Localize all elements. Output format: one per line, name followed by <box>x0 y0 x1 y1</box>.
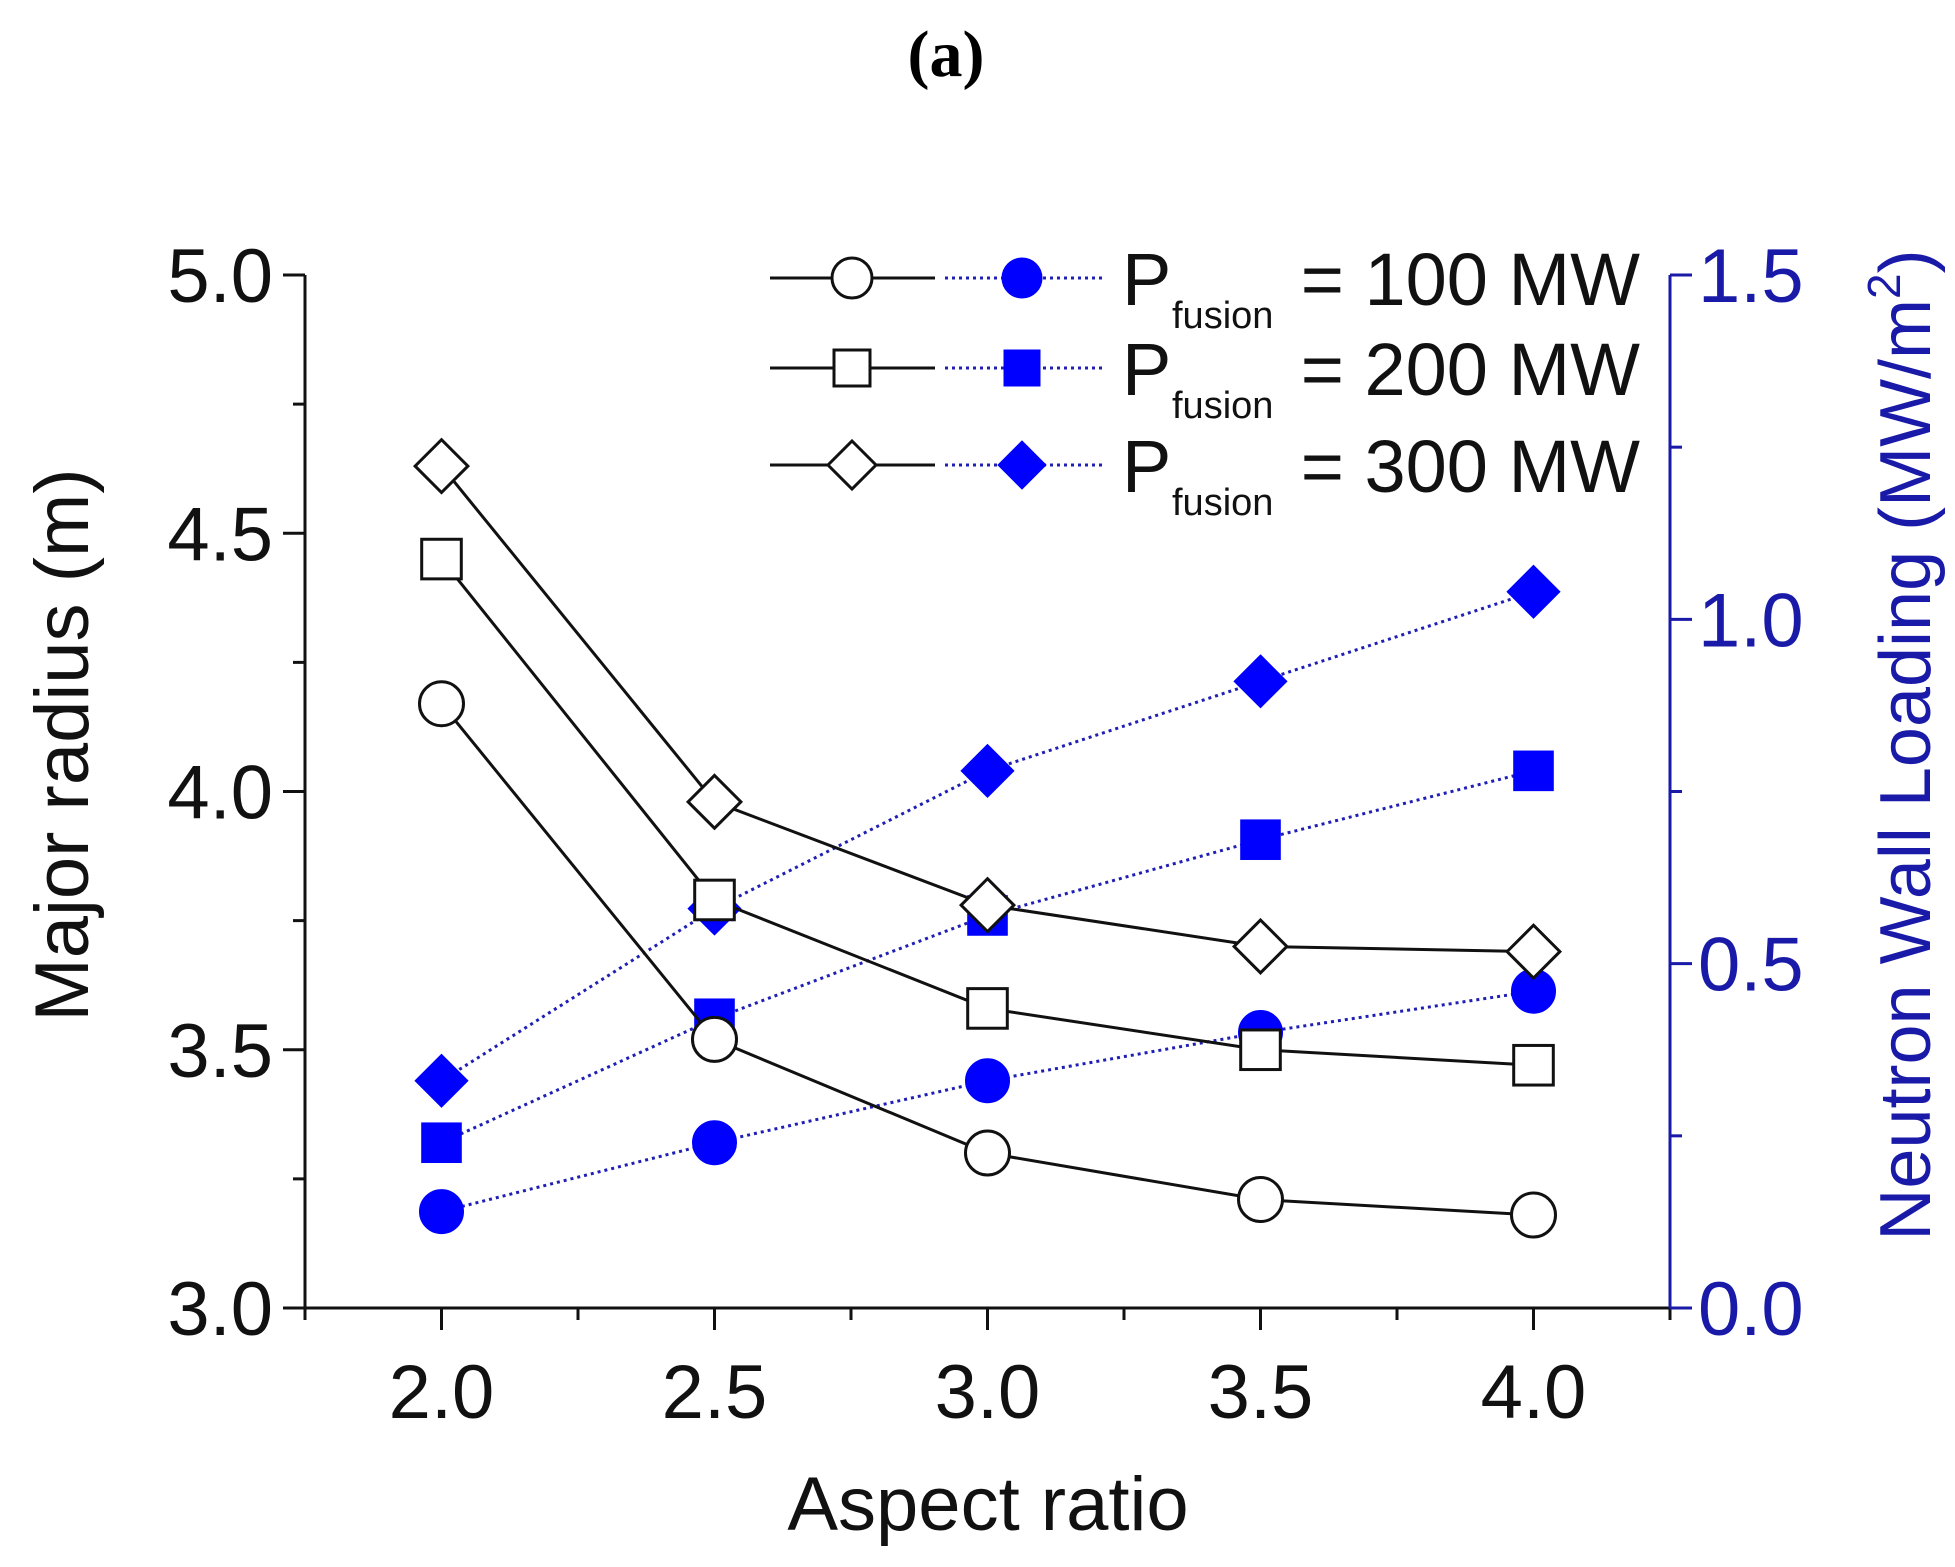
data-point <box>692 1120 737 1166</box>
x-tick-label: 4.0 <box>1481 1350 1587 1435</box>
axes: 2.0 2.5 3.0 3.5 4.0 3.0 3.5 4.0 4.5 5.0 0.0 0.5 1.0 1… <box>167 234 1803 1435</box>
y-left-tick-label: 3.0 <box>167 1267 273 1352</box>
data-point <box>414 1053 469 1108</box>
data-point <box>412 437 471 495</box>
series-group <box>412 437 1563 1239</box>
series-line <box>440 769 1534 1145</box>
legend-p: P <box>1122 238 1171 321</box>
series-left-circle <box>418 680 1557 1239</box>
legend-open-marker <box>825 438 879 492</box>
y-right-tick-label: 0.5 <box>1698 923 1804 1008</box>
data-point <box>1513 750 1554 792</box>
panel-label: (a) <box>908 18 985 91</box>
data-point <box>958 876 1017 934</box>
y-left-tick-label: 3.5 <box>167 1009 273 1094</box>
legend-p: P <box>1122 425 1171 508</box>
data-point <box>1240 819 1281 861</box>
legend-open-marker <box>832 348 872 388</box>
x-tick-label: 2.5 <box>662 1350 768 1435</box>
legend-p: P <box>1122 328 1171 411</box>
data-point <box>1512 1043 1555 1087</box>
y-right-tick-label: 1.5 <box>1698 234 1804 319</box>
y-axis-right-label-sup: 2 <box>1858 273 1910 299</box>
data-point <box>419 1189 464 1235</box>
x-tick-label: 2.0 <box>389 1350 495 1435</box>
legend-sub: fusion <box>1172 295 1273 337</box>
y-left-tick-label: 4.0 <box>167 751 273 836</box>
x-tick-label: 3.0 <box>935 1350 1041 1435</box>
legend-value: = 300 MW <box>1301 425 1640 508</box>
y-left-tick-label: 5.0 <box>167 234 273 319</box>
legend-filled-marker <box>1001 257 1043 299</box>
data-point <box>966 987 1009 1030</box>
data-point <box>693 878 736 922</box>
y-right-tick-label: 1.0 <box>1698 578 1804 663</box>
legend-filled-marker <box>1003 349 1041 387</box>
y-axis-right-label: Neutron Wall Loading (MW/m2) <box>1858 249 1946 1240</box>
data-point <box>1233 654 1288 709</box>
y-axis-right-label-main: Neutron Wall Loading (MW/m <box>1866 299 1946 1241</box>
legend-sub: fusion <box>1172 482 1273 524</box>
series-left-diamond <box>412 437 1563 981</box>
data-point <box>1237 1176 1284 1224</box>
x-tick-label: 3.5 <box>1208 1350 1314 1435</box>
data-point <box>964 1129 1011 1177</box>
legend-open-marker <box>830 256 874 300</box>
data-point <box>1231 917 1290 975</box>
legend-filled-marker <box>997 440 1047 490</box>
data-point <box>420 537 463 581</box>
data-point <box>1504 923 1563 981</box>
data-point <box>691 1015 738 1063</box>
y-axis-right-label-close: ) <box>1866 249 1946 273</box>
legend-value: = 200 MW <box>1301 328 1640 411</box>
data-point <box>421 1122 462 1164</box>
y-right-tick-label: 0.0 <box>1698 1267 1804 1352</box>
y-left-tick-label: 4.5 <box>167 492 273 577</box>
data-point <box>685 773 744 831</box>
data-point <box>1510 1191 1557 1239</box>
series-left-square <box>420 537 1555 1087</box>
legend-sub: fusion <box>1172 385 1273 427</box>
x-axis-label: Aspect ratio <box>787 1462 1188 1547</box>
data-point <box>965 1058 1010 1104</box>
data-point <box>960 743 1015 798</box>
legend-value: = 100 MW <box>1301 238 1640 321</box>
data-point <box>1506 564 1561 619</box>
data-point <box>418 680 465 728</box>
y-axis-left-label: Major radius (m) <box>20 468 105 1021</box>
data-point <box>1239 1028 1282 1072</box>
